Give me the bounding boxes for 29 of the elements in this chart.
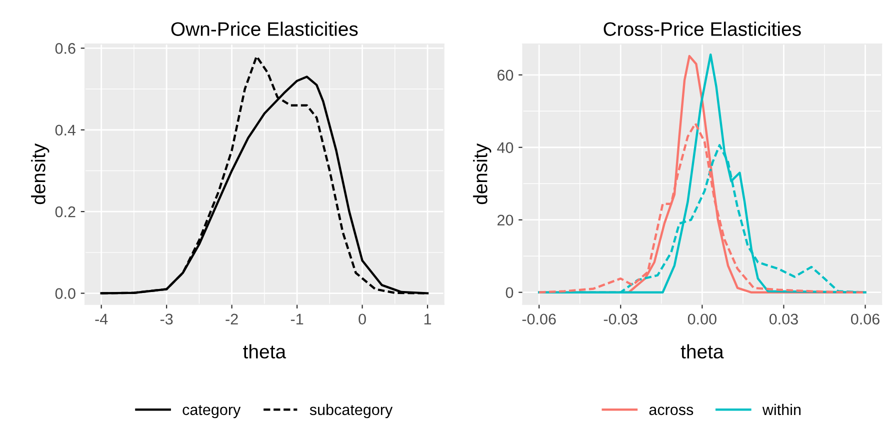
y-tick-label: 0 xyxy=(506,287,514,298)
y-tick-label: 40 xyxy=(497,142,514,154)
legend-label: within xyxy=(762,404,800,416)
x-tick-label: 0 xyxy=(358,314,366,325)
x-tick-label: -0.03 xyxy=(604,314,638,325)
chart-title: Cross-Price Elasticities xyxy=(604,22,801,36)
x-axis-title: theta xyxy=(680,344,724,359)
legend-label: category xyxy=(182,405,241,418)
x-tick-label: 1 xyxy=(424,314,432,324)
y-tick-label: 0.2 xyxy=(55,206,76,218)
legend-label: across xyxy=(649,406,694,416)
y-axis-title: density xyxy=(473,143,492,204)
x-tick-label: -3 xyxy=(160,314,173,325)
x-tick-label: -2 xyxy=(226,314,238,324)
y-tick-label: 0.0 xyxy=(55,288,76,299)
y-tick-label: 60 xyxy=(498,70,514,81)
x-tick-label: 0.03 xyxy=(769,314,798,325)
x-tick-label: -0.06 xyxy=(522,314,556,325)
x-tick-label: 0.00 xyxy=(688,314,716,325)
x-tick-label: -4 xyxy=(95,314,108,324)
y-axis-title: density xyxy=(31,143,50,204)
y-tick-label: 0.6 xyxy=(55,43,76,54)
y-tick-label: 20 xyxy=(498,214,514,226)
y-tick-label: 0.4 xyxy=(55,124,76,136)
chart-title: Own-Price Elasticities xyxy=(171,22,358,36)
x-tick-label: 0.06 xyxy=(850,314,880,325)
x-tick-label: -1 xyxy=(290,314,304,324)
legend-label: subcategory xyxy=(310,404,393,418)
x-axis-title: theta xyxy=(243,344,286,359)
